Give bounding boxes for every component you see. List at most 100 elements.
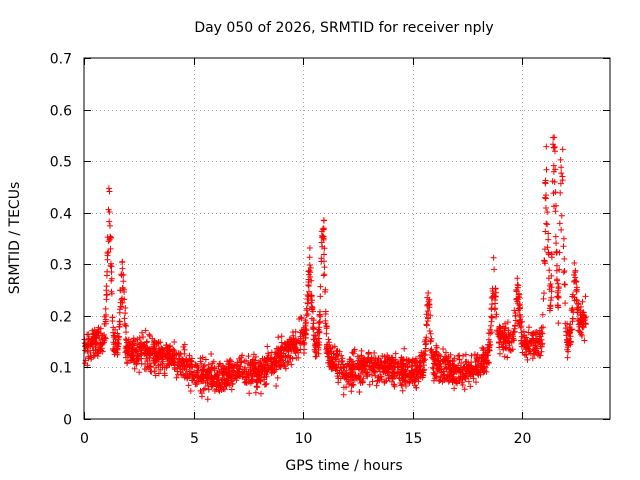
data-point	[513, 296, 520, 303]
data-point	[540, 324, 546, 331]
data-point	[148, 363, 154, 370]
data-point	[480, 351, 487, 358]
data-point	[442, 365, 448, 372]
x-tick-label: 20	[514, 431, 532, 447]
data-point	[444, 358, 451, 365]
data-point	[544, 209, 551, 216]
data-point	[497, 350, 503, 357]
data-point	[310, 317, 317, 324]
data-point	[321, 258, 327, 265]
data-point	[90, 337, 97, 343]
data-point	[152, 372, 159, 379]
data-point	[550, 190, 557, 197]
data-point	[310, 336, 317, 343]
data-point	[427, 338, 434, 345]
data-point	[573, 286, 580, 293]
data-point	[578, 331, 585, 338]
data-point	[334, 370, 341, 377]
data-point	[252, 361, 259, 368]
data-point	[151, 368, 158, 375]
data-point	[564, 354, 571, 361]
data-point	[338, 358, 345, 365]
data-point	[513, 295, 520, 302]
x-tick-label: 0	[80, 431, 89, 447]
data-point	[582, 293, 589, 300]
data-point	[223, 377, 230, 384]
data-point	[189, 377, 196, 384]
data-point	[552, 148, 558, 155]
data-point	[462, 351, 469, 358]
data-point	[199, 366, 206, 373]
data-point	[501, 353, 508, 360]
data-point	[559, 177, 566, 184]
data-point	[348, 388, 355, 395]
data-point	[485, 341, 492, 348]
data-point	[458, 360, 465, 367]
data-point	[579, 324, 586, 331]
data-point	[306, 254, 313, 261]
data-point	[169, 352, 176, 359]
data-point	[545, 249, 552, 256]
data-point	[281, 345, 288, 352]
data-point	[427, 312, 434, 319]
data-point	[525, 329, 532, 336]
data-point	[264, 343, 271, 350]
data-point	[440, 346, 447, 352]
data-point	[93, 350, 100, 357]
data-point	[227, 357, 234, 364]
data-point	[232, 372, 239, 379]
x-tick-label: 10	[295, 431, 313, 447]
data-point	[429, 349, 436, 356]
data-point	[579, 298, 586, 305]
data-point	[95, 346, 102, 353]
data-point	[216, 361, 223, 368]
data-point	[123, 323, 130, 329]
data-point	[101, 334, 108, 341]
data-point	[423, 334, 430, 341]
data-point	[94, 340, 101, 347]
data-point	[558, 226, 565, 233]
data-point	[518, 329, 525, 336]
data-point	[428, 346, 435, 353]
data-point	[575, 321, 582, 328]
data-point	[553, 240, 560, 247]
data-point	[275, 334, 282, 341]
data-point	[426, 328, 433, 334]
data-point	[287, 336, 294, 343]
data-point	[564, 341, 571, 348]
data-point	[507, 347, 514, 354]
data-point	[382, 358, 389, 364]
data-point	[194, 381, 201, 387]
data-point	[514, 281, 521, 288]
data-point	[563, 332, 570, 339]
data-point	[165, 347, 171, 354]
data-point	[474, 352, 481, 358]
data-point	[573, 287, 580, 294]
data-point	[303, 319, 309, 326]
x-tick-label: 5	[190, 431, 199, 447]
data-point	[228, 386, 235, 393]
data-point	[119, 258, 126, 265]
chart-title: Day 050 of 2026, SRMTID for receiver npl…	[194, 20, 493, 36]
data-point	[155, 370, 162, 377]
data-point	[511, 325, 518, 332]
data-point	[455, 353, 462, 359]
tick-labels: 0 0.1 0.2 0.3 0.4 0.5 0.6 0.7 0 5 10 15 20	[50, 52, 532, 448]
data-point	[245, 369, 252, 376]
data-point	[306, 267, 313, 274]
data-point	[451, 355, 458, 362]
data-point	[105, 249, 112, 255]
data-point	[109, 314, 116, 321]
data-point	[135, 356, 142, 363]
data-point	[278, 333, 285, 340]
data-point	[488, 329, 495, 336]
data-point	[220, 372, 227, 379]
data-point	[90, 330, 97, 337]
data-point	[122, 354, 129, 361]
data-point	[341, 371, 347, 378]
data-point	[297, 335, 304, 342]
data-point	[321, 245, 328, 252]
data-point	[546, 267, 553, 274]
data-point	[114, 351, 121, 358]
data-point	[420, 367, 427, 374]
